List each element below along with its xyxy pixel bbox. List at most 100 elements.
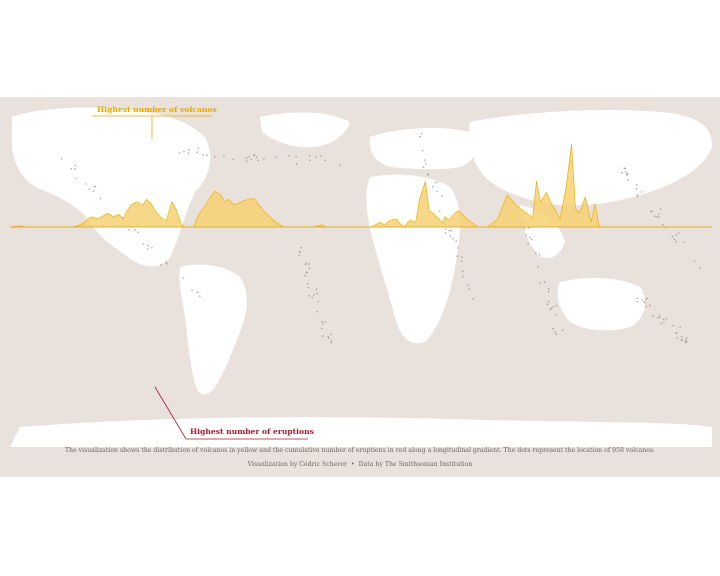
volcano-dot xyxy=(672,325,675,327)
volcano-dot xyxy=(659,316,661,319)
volcano-dot xyxy=(298,251,301,253)
volcano-dot xyxy=(547,300,550,303)
volcano-dot xyxy=(523,227,526,230)
volcano-dot xyxy=(554,331,556,333)
volcano-dot xyxy=(537,266,539,268)
volcano-dot xyxy=(555,333,557,335)
volcano-dot xyxy=(651,210,653,213)
volcano-dot xyxy=(635,187,638,190)
volcano-dot xyxy=(662,318,665,320)
volcano-dot xyxy=(460,260,463,262)
volcano-dot xyxy=(151,247,153,249)
volcano-dot xyxy=(652,315,654,317)
volcano-dot xyxy=(461,256,463,258)
volcano-dot xyxy=(320,155,322,157)
land-shape xyxy=(468,110,712,206)
volcano-dot xyxy=(424,159,426,161)
volcano-dot xyxy=(531,238,533,241)
volcano-dot xyxy=(441,194,443,197)
volcano-dot xyxy=(305,262,307,264)
volcano-dot xyxy=(448,229,451,232)
volcano-dot xyxy=(658,213,660,215)
land-shape xyxy=(369,127,476,170)
volcano-dot xyxy=(191,289,193,291)
volcano-dot xyxy=(468,288,471,290)
volcano-dot xyxy=(626,172,629,175)
volcano-dot xyxy=(543,281,546,283)
eruptions-leader-line xyxy=(154,386,187,440)
volcano-dot xyxy=(327,335,330,338)
volcano-dot xyxy=(134,229,136,231)
volcano-dot xyxy=(94,185,97,188)
chart-credits: Visualization by Cédric Scherer • Data by … xyxy=(0,461,720,468)
volcano-dot xyxy=(60,158,63,160)
volcano-dot xyxy=(675,332,678,334)
volcano-dot xyxy=(644,299,647,301)
volcano-dot xyxy=(675,234,677,236)
volcano-dot xyxy=(188,148,190,151)
volcano-dot xyxy=(313,294,315,296)
volcano-dot xyxy=(621,171,623,174)
land-shape xyxy=(260,112,350,148)
eruptions-annotation: Highest number of eruptions xyxy=(190,427,314,436)
volcano-dot xyxy=(685,339,687,341)
volcano-dot xyxy=(538,253,541,256)
volcano-dot xyxy=(676,337,678,339)
volcano-dot xyxy=(320,327,323,330)
volcano-dot xyxy=(624,171,627,173)
land-shape xyxy=(12,107,211,267)
volcano-dot xyxy=(435,181,438,183)
volcano-dot xyxy=(142,243,145,245)
volcano-dot xyxy=(257,159,259,162)
volcano-dot xyxy=(699,267,702,269)
volcano-dot xyxy=(685,337,688,339)
volcano-dot xyxy=(255,156,258,159)
volcano-dot xyxy=(70,167,73,170)
volcano-dot xyxy=(253,154,255,157)
volcano-dot xyxy=(679,326,681,329)
volcano-dot xyxy=(316,292,318,295)
volcano-dot xyxy=(295,156,297,158)
volcano-dot xyxy=(330,341,333,344)
volcano-dot xyxy=(330,333,332,336)
volcano-dot xyxy=(308,295,310,297)
volcano-dot xyxy=(425,163,427,165)
volcano-dot xyxy=(680,336,683,338)
volcano-dot xyxy=(455,240,458,242)
volcano-dot xyxy=(662,223,664,226)
volcano-dot xyxy=(450,230,452,232)
volcano-dot xyxy=(88,188,90,190)
volcano-dot xyxy=(196,151,198,153)
volcano-dot xyxy=(535,252,537,254)
volcano-dot xyxy=(309,159,311,162)
volcano-dot xyxy=(274,156,277,159)
volcano-dot xyxy=(317,300,320,303)
volcano-dot xyxy=(322,335,324,337)
volcano-dot xyxy=(338,164,341,166)
volcano-dot xyxy=(74,168,76,170)
volcano-dot xyxy=(684,341,687,343)
volcano-dot xyxy=(539,282,542,284)
volcano-dot xyxy=(263,158,265,160)
volcano-dot xyxy=(315,156,318,158)
volcano-dot xyxy=(316,310,318,313)
volcano-dot xyxy=(160,264,162,266)
volcano-dot xyxy=(248,156,250,158)
volcano-dot xyxy=(555,314,558,316)
volcano-dot xyxy=(552,306,555,308)
volcano-dot xyxy=(308,267,311,270)
volcano-dot xyxy=(681,339,683,341)
volcano-dot xyxy=(84,183,87,185)
volcano-dot xyxy=(74,164,77,167)
credit-separator: • xyxy=(350,461,355,468)
volcano-dot xyxy=(250,158,253,161)
volcano-dot xyxy=(671,235,674,238)
volcano-dot xyxy=(223,155,225,157)
volcano-dot xyxy=(324,321,327,323)
volcano-dot xyxy=(182,277,185,279)
volcano-dot xyxy=(436,190,439,193)
volcanos-annotation: Highest number of volcanos xyxy=(97,105,217,114)
volcano-dot xyxy=(547,290,550,293)
volcano-dot xyxy=(452,237,454,240)
land-shape xyxy=(557,277,646,331)
